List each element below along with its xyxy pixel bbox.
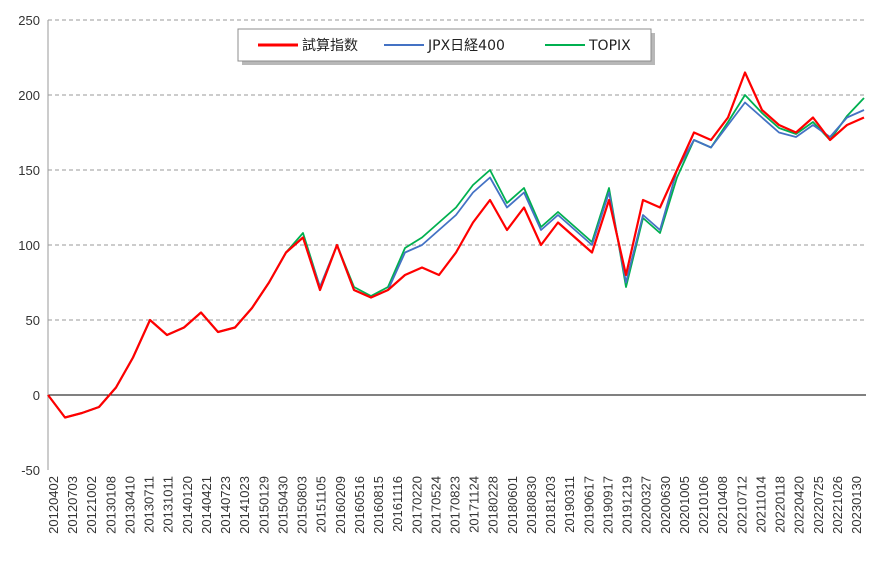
- y-tick-label: 100: [18, 238, 40, 253]
- x-tick-label: 20211014: [753, 476, 768, 533]
- series-line-topix: [47, 94, 865, 419]
- x-tick-label: 20170524: [428, 476, 443, 534]
- x-tick-label: 20180830: [524, 476, 539, 534]
- x-tick-label: 20140421: [199, 476, 214, 534]
- x-tick-label: 20181203: [543, 476, 558, 534]
- legend-label-jpx400: JPX日経400: [427, 38, 505, 54]
- x-tick-label: 20210408: [715, 476, 730, 534]
- x-tick-label: 20161116: [390, 476, 405, 532]
- x-tick-label: 20140723: [218, 476, 233, 534]
- x-tick-label: 20150430: [275, 476, 290, 534]
- x-tick-label: 20220118: [773, 476, 788, 533]
- y-tick-label: 50: [26, 313, 40, 328]
- y-tick-label: 250: [18, 13, 40, 28]
- x-tick-label: 20150129: [256, 476, 271, 534]
- x-tick-label: 20171124: [467, 476, 482, 533]
- series-line-shisan: [47, 71, 865, 419]
- series-lines: [47, 71, 865, 419]
- y-tick-label: 200: [18, 88, 40, 103]
- y-tick-label: -50: [21, 463, 40, 478]
- x-tick-label: 20200327: [639, 476, 654, 534]
- x-tick-label: 20131011: [161, 476, 176, 533]
- x-tick-label: 20190311: [562, 476, 577, 533]
- x-tick-label: 20201005: [677, 476, 692, 534]
- x-tick-label: 20151105: [314, 476, 329, 533]
- x-tick-label: 20170823: [448, 476, 463, 534]
- x-tick-label: 20210712: [734, 476, 749, 534]
- x-tick-label: 20121002: [84, 476, 99, 534]
- legend: 試算指数 JPX日経400 TOPIX: [237, 28, 655, 65]
- x-axis-tick-labels: 20120402 20120703 20121002 20130108 20130410…: [46, 476, 864, 534]
- legend-label-topix: TOPIX: [588, 38, 631, 54]
- x-tick-label: 20200630: [658, 476, 673, 534]
- x-tick-label: 20140120: [180, 476, 195, 534]
- y-tick-label: 150: [18, 163, 40, 178]
- x-tick-label: 20180601: [505, 476, 520, 534]
- x-tick-label: 20141023: [237, 476, 252, 534]
- x-tick-label: 20221026: [830, 476, 845, 534]
- x-tick-label: 20220420: [792, 476, 807, 534]
- x-tick-label: 20160209: [333, 476, 348, 534]
- x-tick-label: 20210106: [696, 476, 711, 534]
- x-tick-label: 20230130: [849, 476, 864, 534]
- x-tick-label: 20130711: [142, 476, 157, 533]
- x-tick-label: 20220725: [811, 476, 826, 534]
- x-tick-label: 20170220: [409, 476, 424, 534]
- legend-label-shisan: 試算指数: [302, 38, 358, 54]
- x-tick-label: 20120402: [46, 476, 61, 534]
- x-tick-label: 20160516: [352, 476, 367, 534]
- y-tick-label: 0: [33, 388, 40, 403]
- x-tick-label: 20190617: [581, 476, 596, 534]
- x-tick-label: 20130410: [122, 476, 137, 534]
- x-tick-label: 20150803: [295, 476, 310, 534]
- x-tick-label: 20191219: [620, 476, 635, 534]
- x-tick-label: 20190917: [600, 476, 615, 534]
- y-axis-tick-labels: -50 0 50 100 150 200 250: [18, 13, 40, 478]
- x-tick-label: 20130108: [103, 476, 118, 534]
- x-tick-label: 20160815: [371, 476, 386, 534]
- x-tick-label: 20120703: [65, 476, 80, 534]
- grid-lines: [47, 19, 866, 470]
- x-tick-label: 20180228: [486, 476, 501, 534]
- series-line-jpx400: [47, 101, 865, 419]
